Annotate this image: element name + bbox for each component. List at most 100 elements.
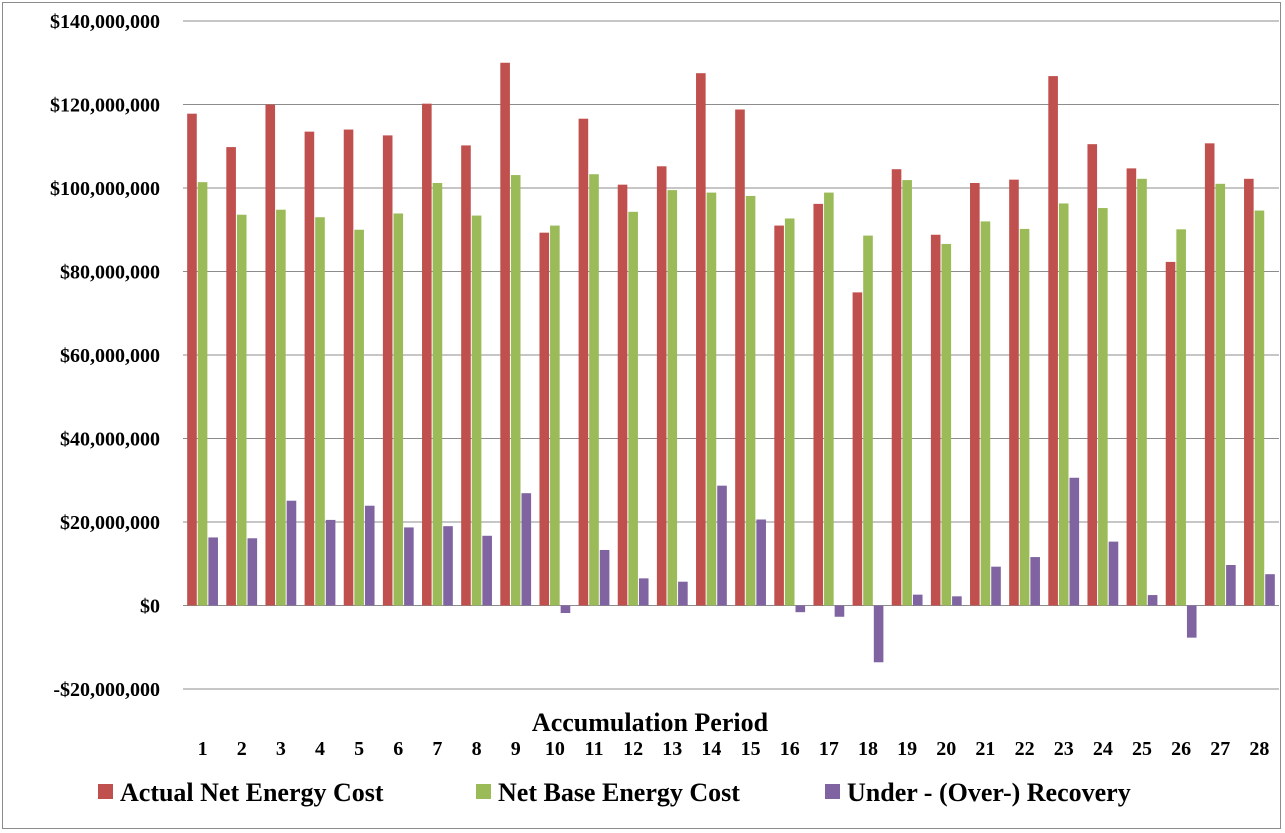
bar-series-3-period-4 (325, 519, 336, 606)
bar-series-2-period-20 (941, 243, 952, 606)
bar-series-2-period-10 (550, 225, 560, 606)
bar-series-1-period-27 (1204, 143, 1215, 606)
bar-series-2-period-2 (236, 214, 247, 606)
bar-series-2-period-7 (432, 182, 443, 606)
bar-series-1-period-20 (930, 234, 941, 606)
bar-series-1-period-15 (735, 109, 745, 606)
bar-series-1-period-22 (1009, 179, 1019, 606)
legend-swatch (98, 784, 113, 799)
bar-series-1-period-13 (656, 166, 667, 606)
bar-series-3-period-13 (678, 581, 688, 606)
bar-series-3-period-27 (1226, 565, 1236, 606)
x-tick-label: 17 (819, 738, 839, 760)
bar-series-3-period-25 (1147, 595, 1158, 606)
x-tick-label: 8 (472, 738, 482, 760)
bar-series-1-period-11 (578, 118, 589, 606)
y-tick-label: $100,000,000 (50, 178, 160, 200)
bar-series-2-period-5 (354, 229, 364, 606)
bar-series-2-period-6 (393, 213, 404, 606)
x-tick-label: 5 (354, 738, 364, 760)
bar-series-1-period-26 (1165, 261, 1176, 606)
x-tick-label: 26 (1171, 738, 1191, 760)
x-tick-label: 12 (623, 738, 643, 760)
x-tick-label: 18 (858, 738, 878, 760)
x-tick-label: 19 (897, 738, 917, 760)
x-tick-label: 7 (432, 738, 442, 760)
bar-series-3-period-2 (247, 538, 258, 606)
x-tick-label: 16 (780, 738, 800, 760)
x-tick-label: 23 (1054, 738, 1074, 760)
y-tick-label: $120,000,000 (50, 95, 160, 117)
bar-series-1-period-19 (891, 169, 902, 606)
bar-series-2-period-23 (1058, 203, 1069, 606)
y-tick-label: $80,000,000 (60, 262, 160, 284)
x-tick-label: 24 (1093, 738, 1113, 760)
x-axis: 1 2 3 4 5 6 7 8 9 10 11 12 13 14 15 16 17 18 19 20 21 22 23 24 2… (198, 738, 1270, 760)
bar-series-2-period-8 (471, 215, 482, 606)
bar-series-1-period-7 (422, 103, 432, 606)
legend-swatch (825, 784, 840, 799)
bar-series-2-period-9 (510, 175, 521, 606)
y-tick-label: $60,000,000 (60, 345, 160, 367)
bar-series-2-period-11 (589, 174, 599, 606)
bar-series-1-period-28 (1244, 178, 1254, 606)
y-tick-label: -$20,000,000 (53, 679, 160, 701)
bar-series-3-period-16 (795, 605, 806, 613)
bar-series-1-period-1 (187, 113, 197, 606)
bar-series-2-period-21 (980, 221, 991, 606)
legend-label: Actual Net Energy Cost (120, 778, 384, 807)
bar-series-1-period-2 (226, 147, 236, 606)
x-tick-label: 3 (276, 738, 286, 760)
bar-series-1-period-6 (382, 135, 393, 606)
bar-series-2-period-22 (1019, 228, 1030, 606)
bar-series-1-period-5 (343, 129, 354, 606)
x-tick-label: 10 (545, 738, 565, 760)
bar-series-2-period-25 (1137, 178, 1147, 606)
x-axis-label: Accumulation Period (532, 708, 769, 737)
bar-series-2-period-1 (197, 182, 208, 606)
bar-series-3-period-10 (560, 605, 571, 614)
legend: Actual Net Energy Cost Net Base Energy Co… (98, 778, 1131, 807)
bar-series-2-period-4 (315, 217, 325, 606)
x-tick-label: 4 (315, 738, 325, 760)
bar-series-3-period-18 (873, 605, 884, 663)
bar-series-2-period-12 (628, 211, 638, 606)
x-tick-label: 15 (741, 738, 761, 760)
bar-series-2-period-15 (745, 195, 756, 606)
bar-series-3-period-23 (1069, 477, 1080, 606)
bar-series-3-period-24 (1108, 541, 1119, 606)
bar-series-2-period-17 (824, 192, 834, 606)
x-tick-label: 11 (585, 738, 604, 760)
x-tick-label: 21 (975, 738, 995, 760)
bar-series-3-period-7 (443, 526, 453, 606)
x-tick-label: 6 (393, 738, 403, 760)
bars (187, 62, 1275, 663)
bar-series-3-period-20 (952, 596, 962, 606)
bar-series-2-period-3 (276, 209, 286, 606)
bar-series-1-period-23 (1048, 76, 1058, 606)
bar-series-1-period-10 (539, 232, 550, 606)
bar-series-3-period-22 (1030, 557, 1040, 606)
bar-series-1-period-8 (461, 145, 471, 606)
bar-series-3-period-26 (1186, 605, 1197, 638)
bar-series-1-period-9 (500, 62, 510, 606)
bar-series-2-period-16 (784, 218, 795, 606)
bar-series-1-period-14 (696, 73, 706, 606)
x-tick-label: 13 (662, 738, 682, 760)
bar-series-1-period-21 (970, 182, 980, 606)
bar-series-3-period-8 (482, 535, 492, 606)
x-tick-label: 28 (1249, 738, 1269, 760)
legend-label: Under - (Over-) Recovery (847, 778, 1131, 807)
bar-series-2-period-27 (1215, 183, 1226, 606)
bar-series-3-period-14 (717, 485, 727, 606)
y-tick-label: $40,000,000 (60, 429, 160, 451)
legend-label: Net Base Energy Cost (498, 778, 740, 807)
bar-series-1-period-24 (1087, 144, 1098, 606)
y-tick-label: $0 (140, 596, 160, 618)
y-tick-label: $20,000,000 (60, 512, 160, 534)
bar-series-2-period-19 (902, 180, 912, 606)
bar-series-2-period-28 (1254, 210, 1265, 606)
bar-series-2-period-18 (863, 235, 873, 606)
bar-series-2-period-13 (667, 190, 678, 606)
